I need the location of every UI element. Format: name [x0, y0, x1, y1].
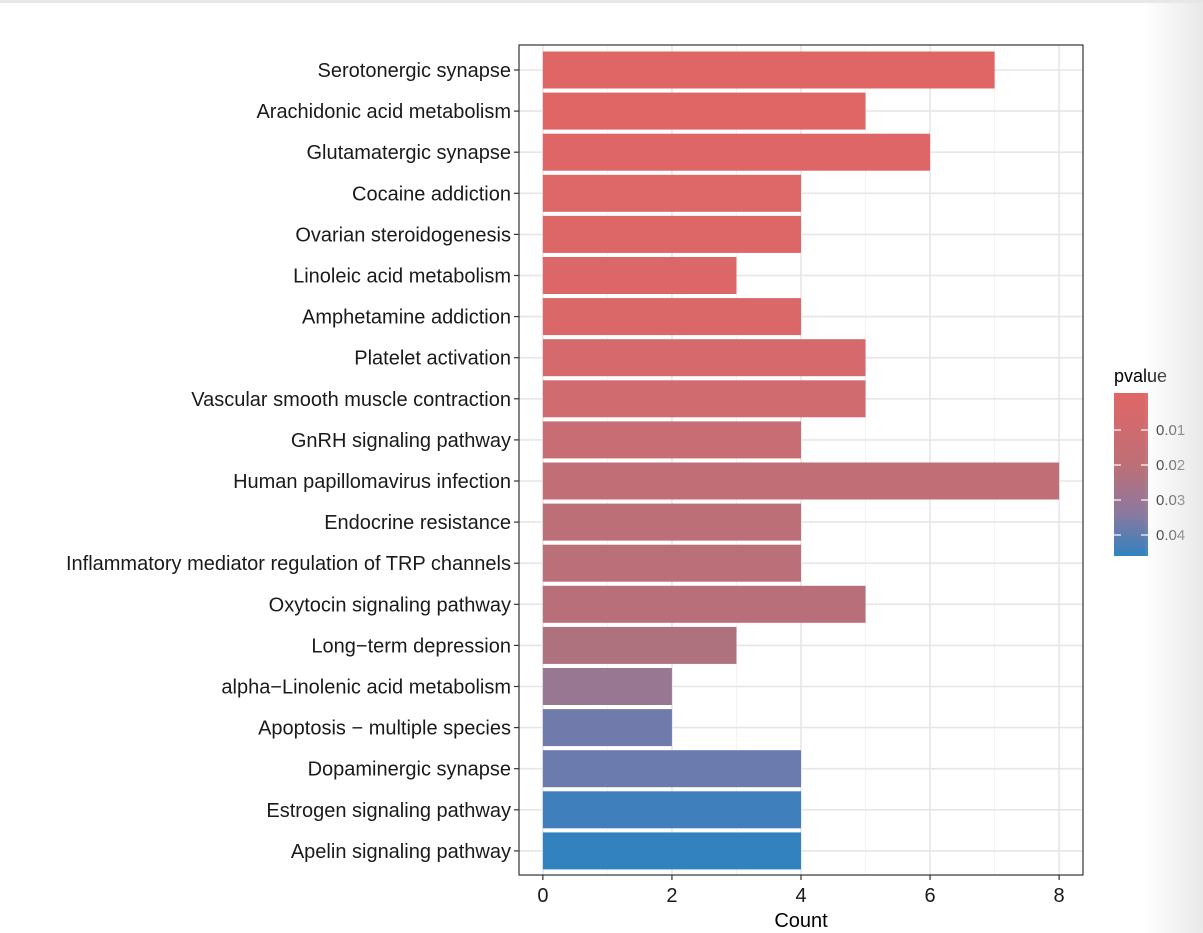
- x-axis-title: Count: [774, 910, 828, 932]
- bar: [542, 133, 931, 171]
- bar: [542, 832, 801, 870]
- bar: [542, 709, 672, 747]
- bar: [542, 51, 995, 89]
- bar: [542, 585, 866, 623]
- bar: [542, 503, 801, 541]
- y-tick-label: Arachidonic acid metabolism: [256, 101, 511, 123]
- legend-title: pvalue: [1114, 366, 1167, 386]
- bar: [542, 298, 801, 336]
- bar: [542, 380, 866, 418]
- y-tick-label: Dopaminergic synapse: [308, 759, 511, 781]
- color-legend: pvalue 0.01 0.02 0.03 0.04: [1114, 366, 1185, 556]
- x-tick-label: 8: [1054, 885, 1065, 907]
- top-edge: [0, 0, 1203, 3]
- bar: [542, 791, 801, 829]
- y-tick-label: Oxytocin signaling pathway: [269, 594, 511, 616]
- legend-tick-label: 0.04: [1156, 527, 1185, 544]
- y-axis: Serotonergic synapse Arachidonic acid met…: [66, 60, 519, 863]
- x-tick-label: 2: [666, 885, 677, 907]
- y-tick-label: Linoleic acid metabolism: [293, 266, 511, 288]
- y-tick-label: Inflammatory mediator regulation of TRP …: [66, 553, 511, 575]
- bar: [542, 339, 866, 377]
- bar: [542, 421, 801, 459]
- x-axis: 0 2 4 6 8: [537, 875, 1065, 907]
- bar: [542, 92, 866, 130]
- bar: [542, 750, 801, 788]
- y-tick-label: GnRH signaling pathway: [291, 430, 511, 452]
- x-tick-label: 0: [537, 885, 548, 907]
- legend-tick-label: 0.03: [1156, 492, 1185, 509]
- y-tick-label: Serotonergic synapse: [318, 60, 511, 82]
- y-tick-label: Apelin signaling pathway: [291, 841, 511, 863]
- bar: [542, 544, 801, 582]
- y-tick-label: Cocaine addiction: [352, 183, 511, 205]
- x-tick-label: 4: [795, 885, 806, 907]
- bar: [542, 215, 801, 253]
- bars: [542, 51, 1060, 870]
- y-tick-label: Endocrine resistance: [324, 512, 511, 534]
- bar: [542, 462, 1060, 500]
- y-tick-label: Amphetamine addiction: [302, 307, 511, 329]
- bar: [542, 668, 672, 705]
- y-tick-label: Platelet activation: [354, 348, 511, 370]
- bar: [542, 257, 737, 294]
- y-tick-label: Glutamatergic synapse: [306, 142, 511, 164]
- x-tick-label: 6: [924, 885, 935, 907]
- legend-tick-label: 0.02: [1156, 457, 1185, 474]
- y-tick-label: Estrogen signaling pathway: [266, 800, 511, 822]
- y-tick-label: Human papillomavirus infection: [233, 471, 511, 493]
- y-tick-label: Long−term depression: [311, 635, 511, 657]
- bar: [542, 626, 737, 664]
- y-tick-label: alpha−Linolenic acid metabolism: [221, 677, 511, 699]
- y-tick-label: Apoptosis − multiple species: [258, 718, 511, 740]
- legend-colorbar: [1114, 393, 1148, 556]
- y-tick-label: Vascular smooth muscle contraction: [191, 389, 511, 411]
- y-tick-label: Ovarian steroidogenesis: [295, 224, 511, 246]
- bar: [542, 174, 801, 212]
- legend-tick-label: 0.01: [1156, 422, 1185, 439]
